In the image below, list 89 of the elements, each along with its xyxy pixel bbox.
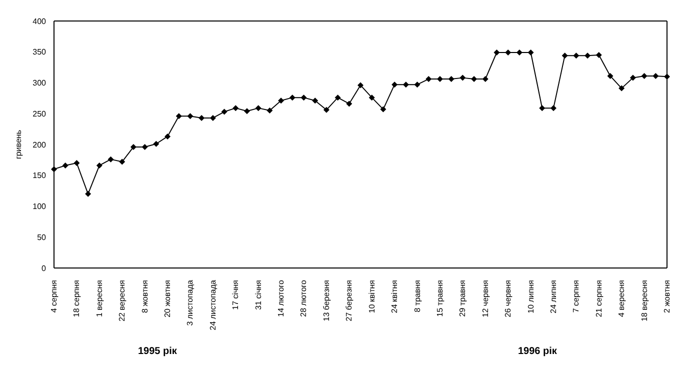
text: 1996 рік [518, 346, 557, 357]
point [130, 144, 136, 150]
y-tick-label: 300 [32, 78, 47, 88]
point [119, 158, 126, 165]
x-tick-label: 8 жовтня [140, 280, 150, 313]
point [641, 72, 648, 79]
point [494, 49, 500, 56]
x-tick-label: 13 березня [322, 280, 331, 322]
point [380, 106, 386, 112]
point [539, 105, 546, 112]
point [550, 105, 556, 112]
point [255, 105, 262, 112]
x-tick-label: 24 липня [548, 280, 558, 314]
y-tick-label: 50 [37, 232, 47, 242]
x-tick-label: 21 серпня [594, 280, 604, 318]
point [266, 108, 273, 114]
point [482, 76, 488, 82]
point [584, 52, 591, 59]
x-tick-label: 10 липня [526, 280, 536, 314]
point [278, 98, 284, 104]
point [426, 76, 432, 82]
point [300, 94, 307, 101]
x-tick-label: 28 лютого [299, 279, 308, 317]
point [289, 94, 296, 101]
point [62, 162, 68, 168]
x-tick-label: 17 січня [231, 280, 240, 310]
point [460, 74, 466, 81]
x-tick-label: 18 вересня [640, 280, 649, 322]
x-tick-label: 4 серпня [50, 280, 58, 313]
point [607, 72, 614, 79]
y-tick-label: 400 [32, 16, 47, 26]
point [221, 108, 228, 115]
point [108, 156, 114, 162]
point [596, 52, 602, 58]
y-tick-label: 200 [32, 140, 47, 150]
x-tick-label: 18 серпня [72, 280, 82, 318]
x-tick-label: 10 квітня [367, 280, 376, 314]
x-tick-label: 29 травня [458, 280, 468, 317]
y-axis-title: гривень [14, 130, 23, 160]
point [573, 52, 580, 59]
x-tick-label: 14 лютого [276, 279, 286, 317]
x-tick-label: 12 червня [480, 280, 490, 318]
point [153, 140, 160, 147]
x-tick-label: 24 квітня [390, 280, 400, 314]
point [312, 98, 318, 104]
point [244, 108, 250, 114]
x-tick-label: 4 вересня [617, 280, 626, 317]
x-tick-label: 24 листопада [208, 279, 218, 330]
x-tick-label: 1 вересня [94, 280, 104, 317]
point [448, 76, 454, 82]
point [187, 113, 194, 120]
point [346, 100, 352, 107]
x-tick-label: 3 листопада [186, 279, 195, 326]
point [176, 113, 182, 120]
point [664, 74, 670, 80]
y-tick-label: 350 [32, 48, 47, 57]
point [96, 162, 102, 168]
x-tick-label: 8 травня [412, 280, 422, 312]
point [74, 160, 80, 166]
point [164, 133, 171, 140]
point [618, 85, 625, 92]
text: 1995 рік [138, 346, 177, 357]
point [652, 72, 659, 79]
y-tick-label: 150 [32, 171, 47, 180]
x-tick-label: 31 січня [254, 280, 263, 310]
point [630, 74, 636, 81]
point [51, 166, 57, 172]
x-tick-label: 26 червня [504, 280, 513, 318]
point [368, 94, 375, 101]
point [562, 52, 568, 59]
point [392, 82, 398, 88]
y-tick-label: 0 [42, 264, 47, 273]
point [358, 82, 364, 88]
point [414, 82, 420, 88]
x-tick-label: 7 серпня [572, 280, 581, 313]
x-tick-label: 20 жовтня [163, 280, 172, 318]
x-tick-label: 22 вересня [118, 280, 127, 322]
x-tick-label: 27 березня [344, 280, 354, 322]
point [334, 94, 341, 101]
point [232, 105, 239, 112]
point [528, 49, 534, 56]
x-tick-label: 2 жовтня [662, 280, 672, 313]
y-tick-label: 100 [32, 202, 47, 212]
point [402, 82, 409, 88]
x-tick-label: 15 травня [435, 280, 444, 317]
point [323, 106, 330, 113]
y-tick-label: 250 [32, 109, 47, 118]
point [85, 190, 92, 197]
point [142, 144, 148, 150]
